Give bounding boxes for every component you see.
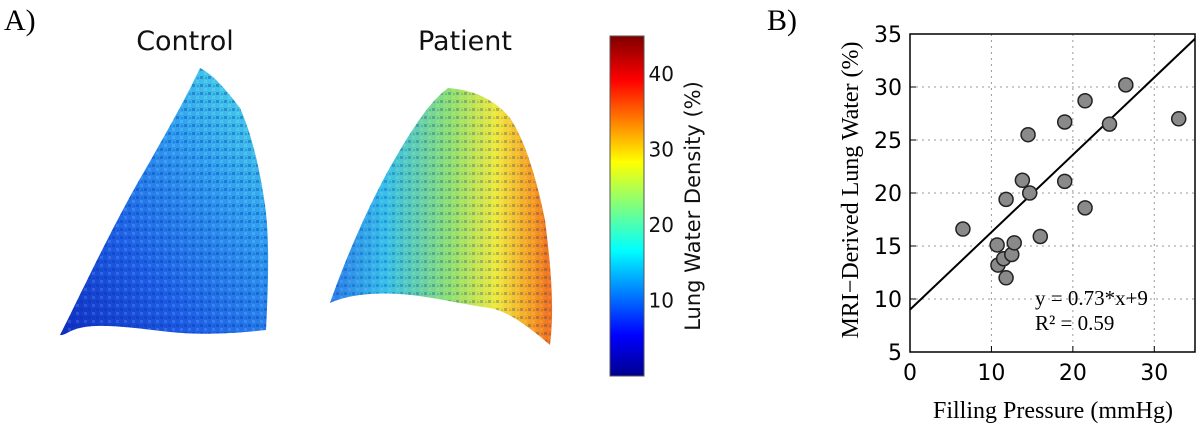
data-point xyxy=(989,237,1005,253)
data-point xyxy=(1056,173,1073,190)
data-point xyxy=(1077,200,1093,216)
colorbar-tick-label: 20 xyxy=(649,213,674,237)
data-point xyxy=(1032,228,1049,245)
panel-b-label: B) xyxy=(767,4,797,37)
colorbar-tick-label: 40 xyxy=(649,62,674,86)
data-point xyxy=(1014,172,1031,189)
y-tick-label: 15 xyxy=(874,235,902,260)
x-tick-label: 0 xyxy=(903,361,917,386)
x-tick-label: 20 xyxy=(1059,361,1087,386)
panel-a-label: A) xyxy=(4,4,36,37)
data-point xyxy=(1020,126,1036,143)
y-axis-label: MRI−Derived Lung Water (%) xyxy=(838,41,864,338)
data-point xyxy=(998,270,1014,286)
y-tick-label: 30 xyxy=(874,76,902,101)
y-tick-label: 25 xyxy=(874,129,902,154)
patient-map-title: Patient xyxy=(417,26,512,57)
colorbar-tick-label: 10 xyxy=(649,288,674,312)
colorbar-label: Lung Water Density (%) xyxy=(681,81,705,331)
colorbar-gradient xyxy=(609,35,645,377)
data-point xyxy=(955,221,971,237)
y-tick-label: 10 xyxy=(874,288,902,313)
colorbar: 10 20 30 40 Lung Water Density (%) xyxy=(609,35,705,377)
x-tick-label: 30 xyxy=(1140,361,1168,386)
y-tick-label: 20 xyxy=(874,182,902,207)
y-tick-label: 35 xyxy=(874,23,902,48)
lung-maps xyxy=(60,68,553,345)
x-axis-label: Filling Pressure (mmHg) xyxy=(933,398,1173,424)
patient-lung-map xyxy=(330,88,553,345)
regression-line xyxy=(909,38,1196,311)
y-tick-label: 5 xyxy=(888,341,902,366)
data-point xyxy=(1118,77,1134,93)
control-lung-map xyxy=(60,68,269,336)
r-squared-annotation: R² = 0.59 xyxy=(1035,311,1114,335)
data-point xyxy=(1101,116,1118,132)
control-map-title: Control xyxy=(136,26,234,57)
data-point xyxy=(1077,93,1093,109)
data-point xyxy=(1021,185,1038,201)
equation-annotation: y = 0.73*x+9 xyxy=(1035,286,1148,310)
colorbar-tick-label: 30 xyxy=(649,137,674,161)
x-tick-label: 10 xyxy=(977,361,1005,386)
data-point xyxy=(1006,235,1022,251)
data-point xyxy=(1170,111,1187,127)
scatter-chart: 0 10 20 30 5 10 15 20 25 30 35 y = 0.73*x+9 R² = … xyxy=(838,23,1196,424)
data-point xyxy=(998,191,1014,208)
data-point xyxy=(1056,114,1073,130)
